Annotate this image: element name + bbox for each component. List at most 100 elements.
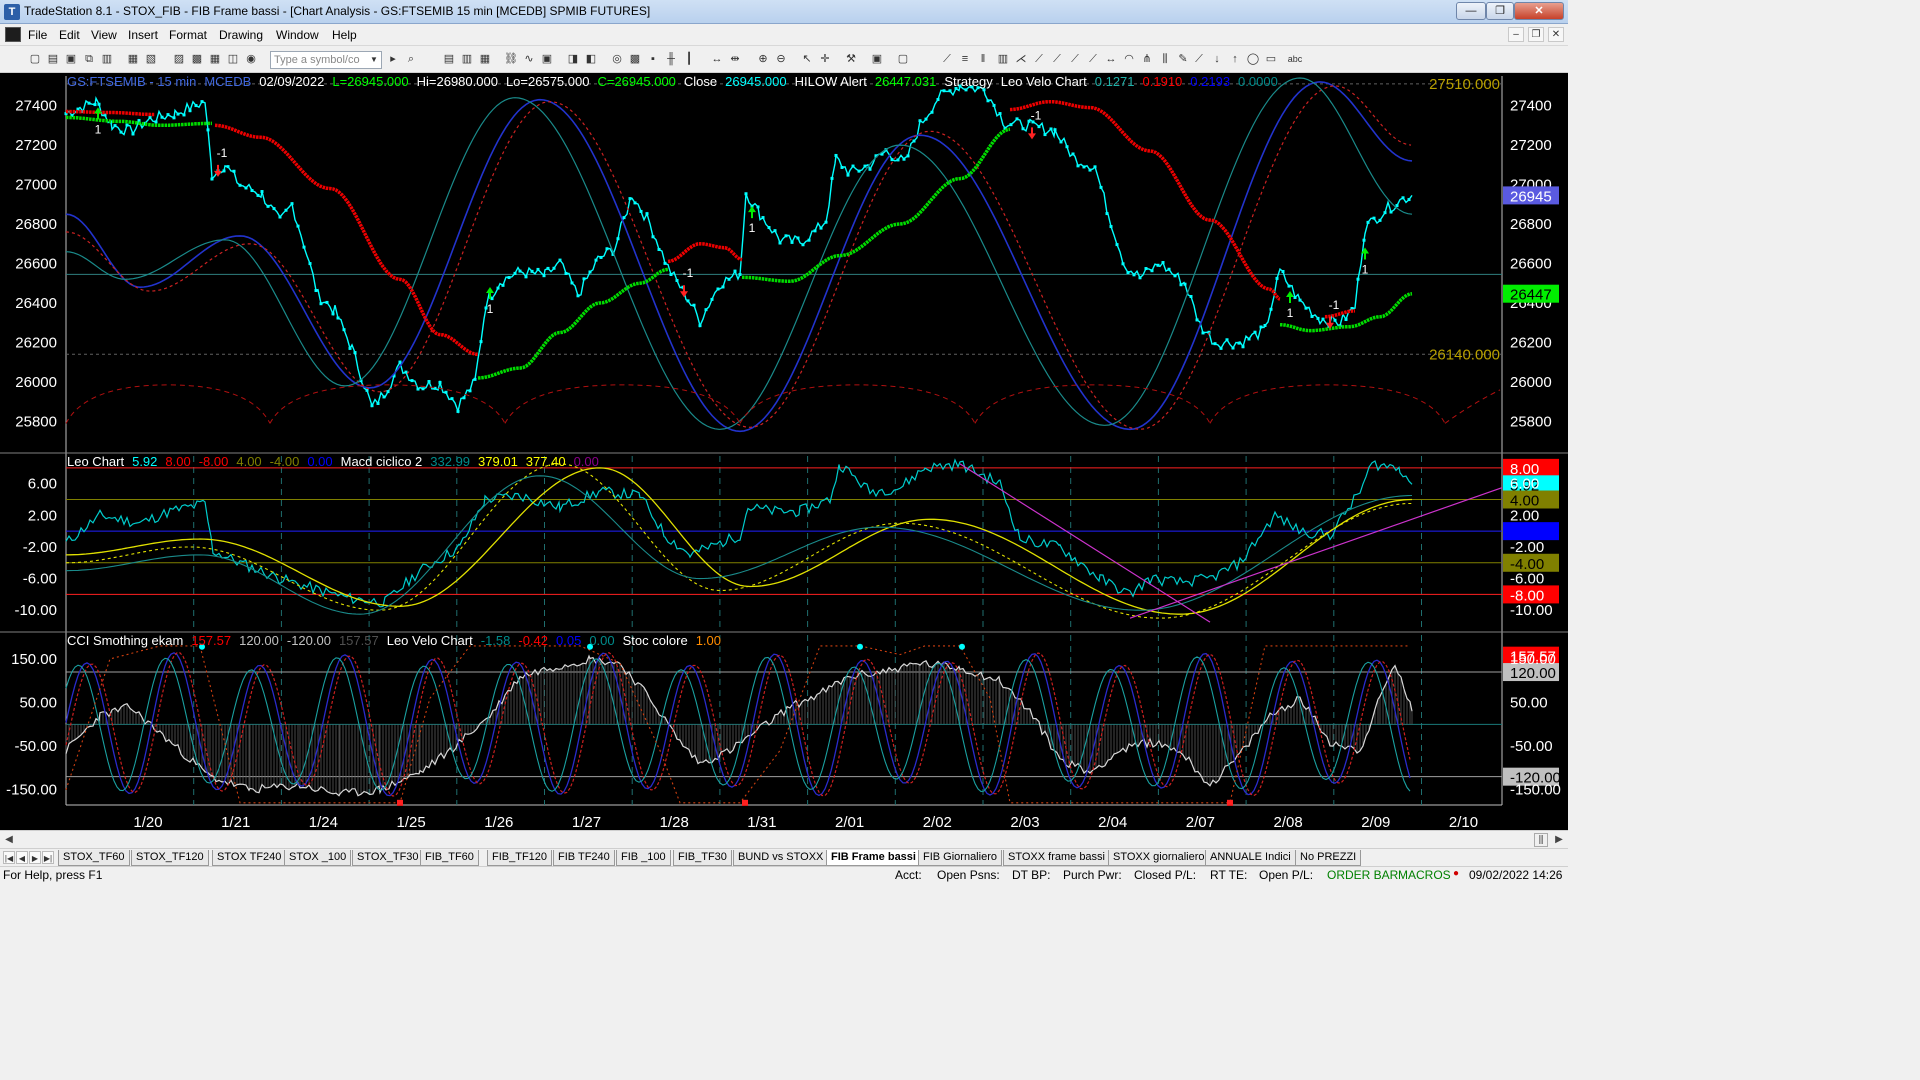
ray-icon[interactable]: ↔	[1105, 53, 1117, 65]
copy-icon[interactable]: ⧉	[85, 53, 93, 65]
legend-item[interactable]: Close	[683, 74, 718, 89]
legend-item[interactable]: 26945.000	[725, 74, 787, 89]
legend-item[interactable]: 0.1271	[1094, 74, 1135, 89]
legend-item[interactable]: CCI Smothing ekam	[67, 633, 184, 648]
expand-icon[interactable]: ↔	[711, 53, 723, 65]
tab-first-button[interactable]: |◀	[3, 851, 15, 864]
legend-item[interactable]: -1.58	[480, 633, 511, 648]
tab-annuale-indici[interactable]: ANNUALE Indici	[1205, 850, 1296, 866]
legend-item[interactable]: 377.40	[525, 454, 566, 469]
zoom-out-icon[interactable]: ⊖	[776, 53, 786, 65]
time-zone-icon[interactable]: ⫼	[1162, 53, 1168, 65]
legend-item[interactable]: L=26945.000	[332, 74, 409, 89]
tick-icon[interactable]: ▪	[651, 53, 655, 65]
legend-item[interactable]: Lo=26575.000	[505, 74, 590, 89]
candle-chart-icon[interactable]: ▥	[461, 53, 473, 65]
save-icon[interactable]: ▥	[101, 53, 113, 65]
tab-fib-tf120[interactable]: FIB_TF120	[487, 850, 553, 866]
status-order-bar[interactable]: ORDER BAR	[1327, 868, 1399, 882]
tab-stox-tf120[interactable]: STOX_TF120	[131, 850, 209, 866]
ellipse-icon[interactable]: ◯	[1246, 53, 1260, 65]
menu-insert[interactable]: Insert	[128, 28, 159, 42]
legend-item[interactable]: MCEDB	[204, 74, 252, 89]
fan-icon[interactable]: ⋔	[1142, 53, 1152, 65]
mdi-restore-button[interactable]: ❐	[1528, 27, 1544, 42]
link-icon[interactable]: ⛓	[504, 53, 518, 65]
legend-item[interactable]: 157.57	[191, 633, 232, 648]
tab-fib-frame-bassi[interactable]: FIB Frame bassi	[826, 850, 921, 866]
tab-stox-tf30[interactable]: STOX_TF30	[352, 850, 424, 866]
tab-stox-100[interactable]: STOX _100	[284, 850, 352, 866]
chart-icon[interactable]: ◫	[227, 53, 239, 65]
legend-item[interactable]: -8.00	[198, 454, 229, 469]
legend-item[interactable]: 157.57	[338, 633, 379, 648]
indicator-icon[interactable]: ∿	[524, 53, 534, 65]
new-workspace-icon[interactable]: ▣	[65, 53, 77, 65]
hline-icon[interactable]: ≡	[961, 53, 969, 65]
tab-fib-tf240[interactable]: FIB TF240	[553, 850, 615, 866]
grid-icon[interactable]: ▦	[209, 53, 221, 65]
mdi-minimize-button[interactable]: –	[1508, 27, 1524, 42]
scroll-left-icon[interactable]: ◀	[5, 834, 13, 845]
matrix-icon[interactable]: ▩	[629, 53, 641, 65]
new-icon[interactable]: ▢	[29, 53, 41, 65]
chart-canvas[interactable]: 27510.000 26140.000 1 -1 1 -1 1 -1 1 -1 1 1/20 1/21…	[0, 73, 1568, 830]
legend-item[interactable]: -4.00	[269, 454, 300, 469]
down-arrow-icon[interactable]: ↓	[1214, 53, 1220, 65]
chart-window-icon[interactable]	[5, 27, 21, 42]
tab-stoxx-giornaliero[interactable]: STOXX giornaliero	[1108, 850, 1210, 866]
go-arrow-icon[interactable]: ▸	[390, 53, 396, 65]
table-icon[interactable]: ▦	[479, 53, 491, 65]
legend-item[interactable]: 4.00	[236, 454, 262, 469]
andrews-icon[interactable]: ⋌	[1015, 53, 1027, 65]
compress-icon[interactable]: ⇹	[730, 53, 740, 65]
pencil-icon[interactable]: ✎	[1178, 53, 1188, 65]
mdi-close-button[interactable]: ✕	[1548, 27, 1564, 42]
bar-chart-icon[interactable]: ▤	[443, 53, 455, 65]
crosshair-icon[interactable]: ✛	[820, 53, 830, 65]
legend-item[interactable]: 0.05	[556, 633, 582, 648]
legend-item[interactable]: Leo Chart	[67, 454, 125, 469]
symbol-input[interactable]: Type a symbol/co ▼	[270, 51, 382, 69]
print-icon[interactable]: ▦	[127, 53, 139, 65]
window-tile-icon[interactable]: ▨	[173, 53, 185, 65]
chart-analysis-window[interactable]: 27510.000 26140.000 1 -1 1 -1 1 -1 1 -1 1 1/20 1/21…	[0, 73, 1568, 830]
legend-item[interactable]: 0.00	[573, 454, 599, 469]
format-icon[interactable]: ▣	[541, 53, 553, 65]
text-tool-icon[interactable]: abc	[1287, 54, 1303, 64]
scanner-icon[interactable]: ◉	[246, 53, 256, 65]
legend-item[interactable]: 0.00	[589, 633, 615, 648]
menu-drawing[interactable]: Drawing	[219, 28, 264, 42]
arc-icon[interactable]: ◠	[1124, 53, 1134, 65]
tab-fib-tf60[interactable]: FIB_TF60	[420, 850, 479, 866]
tab-prev-button[interactable]: ◀	[16, 851, 28, 864]
legend-item[interactable]: 379.01	[478, 454, 518, 469]
legend-item[interactable]: 0.0000	[1238, 74, 1278, 89]
legend-item[interactable]: 0.00	[307, 454, 333, 469]
alert-icon[interactable]: ▣	[871, 53, 883, 65]
tab-stox-tf60[interactable]: STOX_TF60	[58, 850, 130, 866]
print-preview-icon[interactable]: ▧	[145, 53, 157, 65]
symbol-lookup-icon[interactable]: ⌕	[407, 53, 415, 65]
legend-item[interactable]: Leo Velo Chart	[386, 633, 473, 648]
legend-item[interactable]: C=26945.000	[597, 74, 676, 89]
window-icon[interactable]: ◧	[585, 53, 597, 65]
legend-item[interactable]: -0.42	[518, 633, 549, 648]
tab-stoxx-frame-bassi[interactable]: STOXX frame bassi	[1003, 850, 1110, 866]
menu-help[interactable]: Help	[332, 28, 357, 42]
legend-item[interactable]: Strategy	[944, 74, 993, 89]
legend-item[interactable]: Macd ciclico 2	[340, 454, 423, 469]
menu-format[interactable]: Format	[169, 28, 208, 42]
channel-icon[interactable]: ▥	[997, 53, 1009, 65]
fib-icon[interactable]: ⟋	[1035, 53, 1043, 65]
tab-no-prezzi[interactable]: No PREZZI	[1295, 850, 1362, 866]
horizontal-scrollbar[interactable]: ◀ ⫼ ▶	[0, 830, 1568, 848]
vol-icon[interactable]: ┃	[685, 53, 693, 65]
maximize-button[interactable]: ❐	[1486, 2, 1514, 20]
tab-fib-100[interactable]: FIB _100	[616, 850, 671, 866]
close-button[interactable]: ✕	[1514, 2, 1564, 20]
pointer-icon[interactable]: ↖	[802, 53, 812, 65]
legend-item[interactable]: 120.00	[239, 633, 279, 648]
menu-view[interactable]: View	[91, 28, 117, 42]
up-arrow-icon[interactable]: ↑	[1232, 53, 1238, 65]
